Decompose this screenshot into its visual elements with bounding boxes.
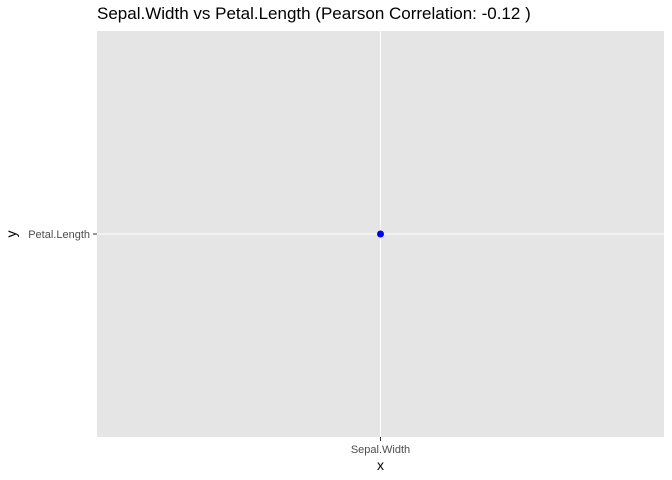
x-tick-label: Sepal.Width xyxy=(351,444,410,456)
y-tick-label: Petal.Length xyxy=(28,229,90,241)
chart-title: Sepal.Width vs Petal.Length (Pearson Cor… xyxy=(97,4,531,23)
y-axis-title: y xyxy=(3,231,19,238)
x-axis-title: x xyxy=(377,457,384,473)
data-points xyxy=(377,230,384,238)
axes: Sepal.Width Petal.Length xyxy=(28,229,410,456)
data-point xyxy=(377,230,384,238)
